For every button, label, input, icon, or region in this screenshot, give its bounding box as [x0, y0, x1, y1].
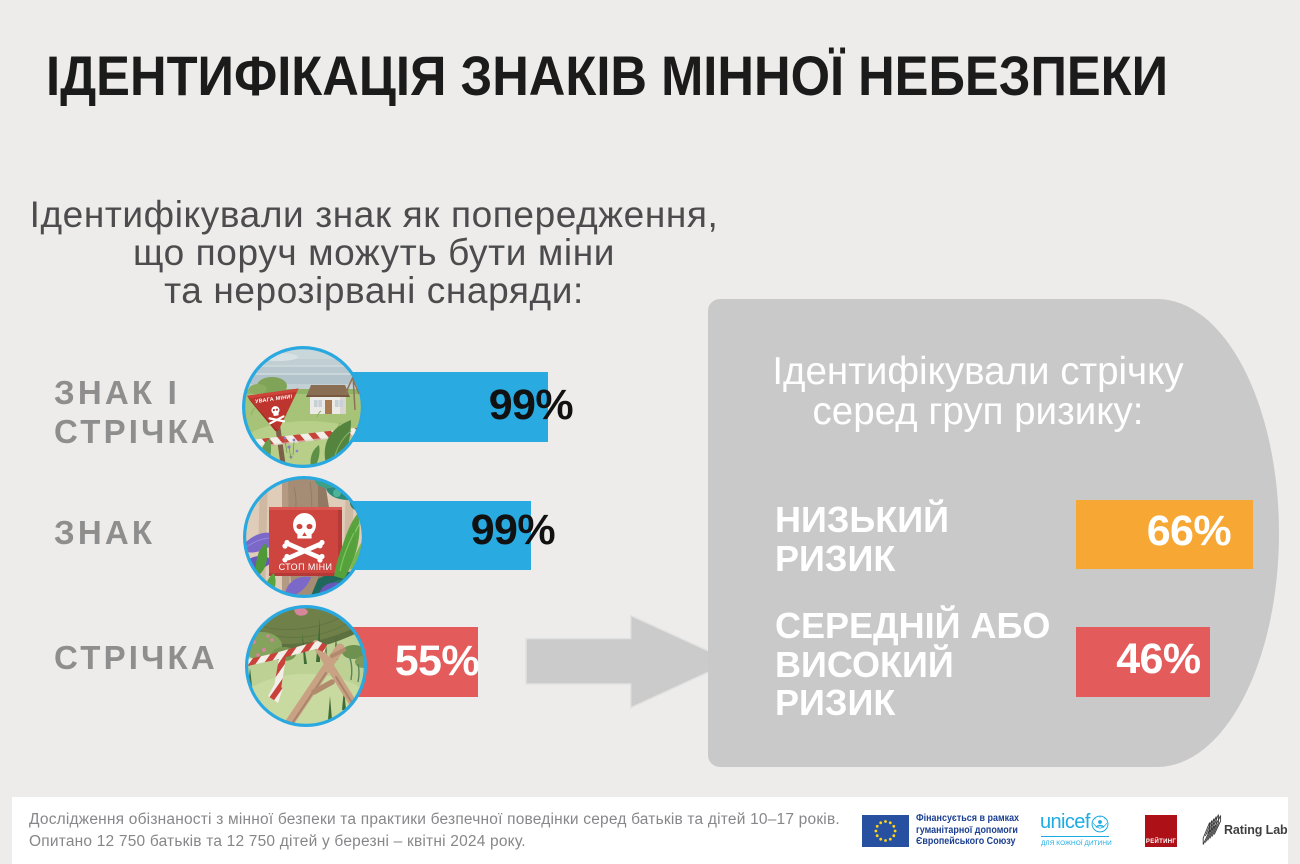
svg-text:СТОП МІНИ: СТОП МІНИ: [279, 562, 333, 572]
svg-text:УВАГА МІНИ!: УВАГА МІНИ!: [255, 394, 293, 405]
